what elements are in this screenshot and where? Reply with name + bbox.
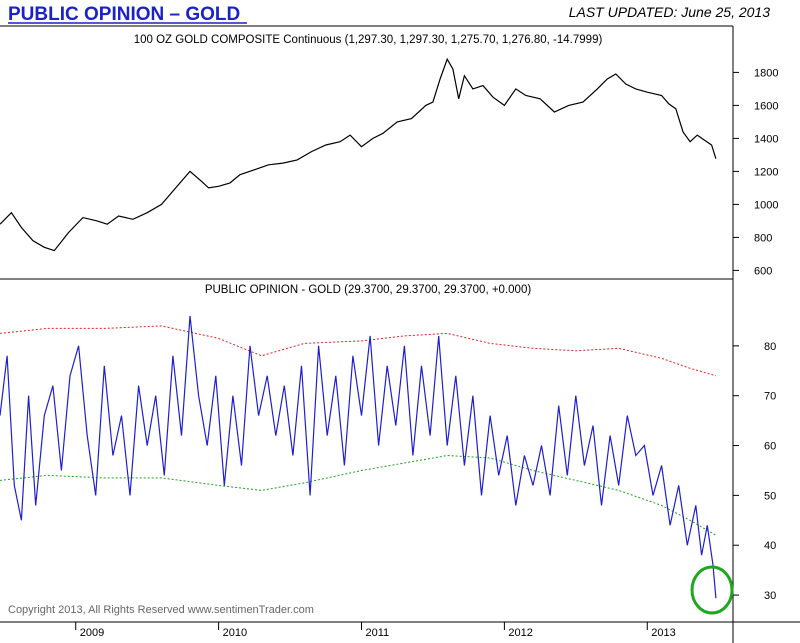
- opinion-y-tick-label-1: 40: [764, 540, 776, 552]
- x-tick-label-3: 2012: [508, 627, 532, 639]
- lower-band-line: [0, 454, 717, 536]
- gold-y-tick-label-1: 800: [754, 232, 772, 244]
- gold-y-tick-label-6: 1800: [754, 67, 778, 79]
- copyright-text: Copyright 2013, All Rights Reserved www.…: [8, 604, 314, 616]
- opinion-y-tick-label-5: 80: [764, 341, 776, 353]
- gold-y-tick-label-2: 1000: [754, 199, 778, 211]
- opinion-series: [0, 315, 717, 599]
- last-updated: LAST UPDATED: June 25, 2013: [569, 4, 770, 20]
- upper-band-line: [0, 325, 717, 377]
- gold-price-series: [0, 57, 717, 252]
- x-tick-label-4: 2013: [651, 627, 675, 639]
- x-tick-label-1: 2010: [223, 627, 247, 639]
- opinion-y-tick-label-4: 70: [764, 391, 776, 403]
- gold-y-tick-label-3: 1200: [754, 166, 778, 178]
- x-tick-label-2: 2011: [365, 627, 389, 639]
- gold-y-tick-label-4: 1400: [754, 133, 778, 145]
- gold-y-tick-label-5: 1600: [754, 100, 778, 112]
- page-title: PUBLIC OPINION – GOLD: [8, 4, 240, 25]
- opinion-y-tick-label-2: 50: [764, 490, 776, 502]
- gold-y-tick-label-0: 600: [754, 265, 772, 277]
- public-opinion-line: [0, 315, 717, 599]
- opinion-y-tick-label-0: 30: [764, 590, 776, 602]
- opinion-y-tick-label-3: 60: [764, 441, 776, 453]
- x-axis-ticks: 2009 2010 2011 2012 2013: [75, 622, 676, 639]
- gold-price-line: [0, 57, 717, 252]
- gold-panel-title: 100 OZ GOLD COMPOSITE Continuous (1,297.…: [134, 34, 603, 46]
- x-tick-label-0: 2009: [80, 627, 104, 639]
- opinion-y-ticks: 30 40 50 60 70 80: [733, 341, 776, 602]
- opinion-panel-title: PUBLIC OPINION - GOLD (29.3700, 29.3700,…: [205, 284, 532, 296]
- gold-y-ticks: 600 800 1000 1200 1400 1600 1800: [733, 67, 778, 277]
- highlight-circle: [690, 565, 734, 615]
